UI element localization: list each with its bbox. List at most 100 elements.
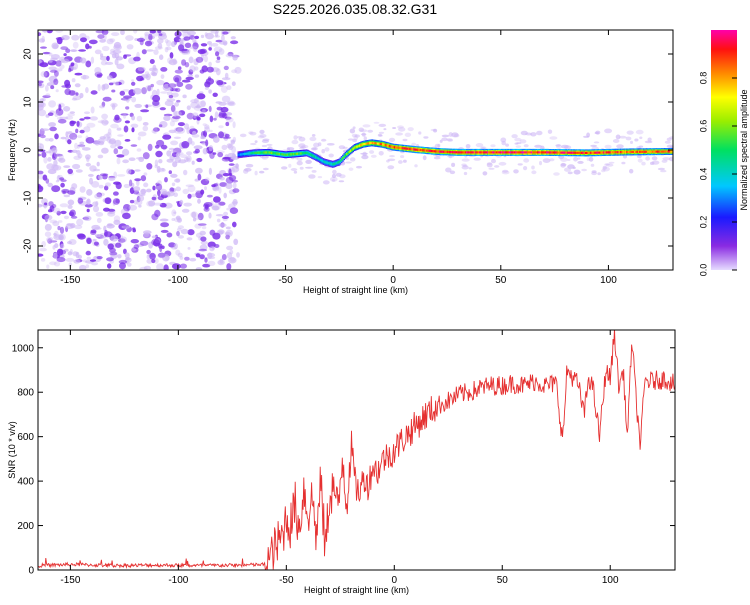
noise-blob: [74, 73, 82, 76]
noise-blob: [136, 76, 143, 82]
halo-blob: [403, 139, 408, 141]
halo-blob: [364, 136, 367, 140]
noise-blob: [63, 106, 70, 112]
noise-blob: [102, 46, 110, 51]
noise-blob: [234, 163, 238, 168]
noise-blob: [62, 191, 66, 195]
halo-blob: [423, 155, 427, 160]
halo-blob: [592, 170, 597, 173]
noise-blob: [225, 232, 231, 236]
halo-blob: [573, 167, 576, 169]
noise-blob: [203, 148, 208, 154]
halo-blob: [466, 144, 471, 148]
halo-blob: [259, 130, 264, 134]
noise-blob: [86, 189, 92, 196]
noise-blob: [204, 126, 210, 132]
x-tick-label: -100: [168, 275, 188, 286]
noise-blob: [131, 82, 135, 86]
noise-blob: [125, 35, 134, 41]
noise-blob: [75, 92, 78, 96]
noise-blob: [91, 57, 94, 64]
halo-blob: [568, 172, 573, 175]
noise-blob: [139, 195, 145, 201]
noise-blob: [117, 254, 121, 258]
noise-blob: [163, 116, 170, 121]
noise-blob: [154, 210, 160, 217]
noise-blob: [133, 186, 140, 191]
noise-blob: [230, 207, 238, 214]
noise-blob: [126, 169, 131, 175]
halo-blob: [440, 140, 443, 143]
noise-blob: [205, 87, 209, 90]
noise-blob: [159, 33, 163, 36]
noise-blob: [147, 254, 150, 259]
noise-blob: [207, 41, 212, 45]
halo-blob: [405, 133, 411, 137]
noise-blob: [108, 209, 115, 212]
noise-blob: [116, 64, 124, 70]
halo-blob: [606, 164, 614, 167]
halo-blob: [446, 138, 452, 141]
noise-blob: [178, 44, 184, 51]
noise-blob: [71, 35, 79, 41]
noise-blob: [79, 118, 84, 121]
noise-blob: [233, 121, 236, 128]
noise-blob: [133, 88, 142, 95]
noise-blob: [60, 211, 66, 214]
noise-blob: [57, 226, 60, 230]
noise-blob: [77, 121, 80, 127]
noise-blob: [49, 127, 57, 132]
noise-blob: [134, 244, 139, 249]
colorbar-label: Normalized spectral amplitude: [739, 89, 749, 210]
noise-blob: [104, 120, 109, 124]
noise-blob: [165, 39, 169, 44]
noise-blob: [219, 177, 225, 181]
y-tick-label: 0: [23, 147, 34, 153]
halo-blob: [369, 150, 374, 154]
noise-blob: [122, 159, 129, 163]
noise-blob: [213, 136, 220, 143]
halo-blob: [516, 145, 521, 148]
noise-blob: [47, 157, 51, 162]
halo-blob: [523, 158, 529, 162]
halo-blob: [259, 134, 266, 138]
colorbar-tick-label: 0.4: [698, 168, 708, 181]
noise-blob: [41, 128, 49, 131]
noise-blob: [39, 248, 47, 252]
noise-blob: [71, 183, 77, 189]
noise-blob: [103, 239, 108, 246]
halo-blob: [352, 139, 357, 142]
noise-blob: [57, 257, 66, 262]
noise-blob: [73, 42, 79, 49]
noise-blob: [105, 197, 112, 204]
noise-blob: [105, 62, 113, 65]
noise-blob: [76, 169, 83, 172]
colorbar-tick-label: 0.0: [698, 264, 708, 277]
noise-blob: [50, 70, 57, 73]
noise-blob: [85, 87, 89, 93]
noise-blob: [59, 177, 64, 180]
noise-blob: [175, 88, 180, 92]
noise-blob: [146, 189, 151, 193]
noise-blob: [200, 189, 204, 194]
noise-blob: [232, 180, 238, 183]
noise-blob: [157, 166, 161, 173]
halo-blob: [634, 139, 638, 142]
noise-blob: [226, 246, 233, 251]
noise-blob: [216, 80, 223, 85]
halo-blob: [360, 153, 368, 155]
noise-blob: [96, 212, 104, 217]
noise-blob: [48, 122, 56, 127]
noise-blob: [131, 79, 134, 81]
noise-blob: [86, 264, 90, 268]
halo-blob: [524, 144, 529, 147]
noise-blob: [179, 200, 183, 205]
noise-blob: [195, 168, 203, 174]
halo-blob: [321, 149, 325, 153]
halo-blob: [645, 156, 650, 160]
noise-blob: [94, 141, 100, 146]
noise-blob: [190, 211, 198, 217]
noise-blob: [80, 145, 86, 148]
noise-blob: [48, 169, 57, 174]
halo-blob: [414, 164, 417, 167]
